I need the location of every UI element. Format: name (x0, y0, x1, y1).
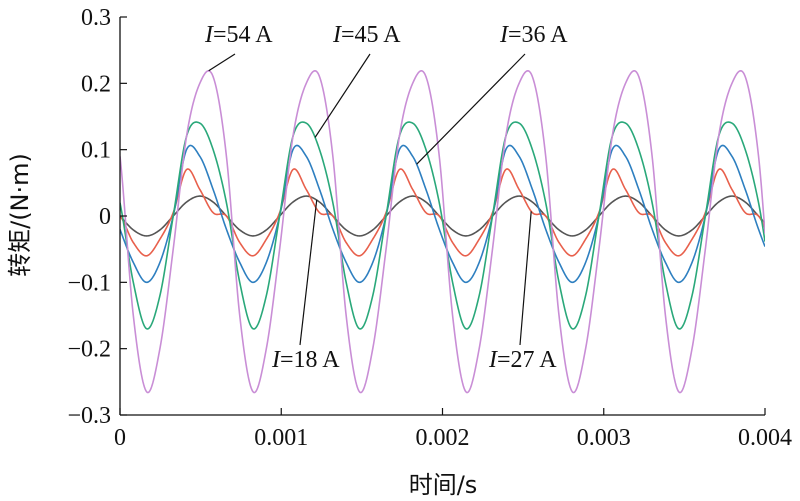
x-tick-label: 0.001 (254, 425, 308, 451)
annotation-label: I=45 A (332, 22, 401, 48)
y-tick-label: −0.1 (67, 270, 111, 296)
x-tick-label: 0.003 (577, 425, 631, 451)
series-layer (120, 69, 765, 394)
annotation-leader (299, 199, 318, 346)
series-line-2 (120, 144, 765, 284)
x-tick-label: 0.002 (416, 425, 470, 451)
annotation-label: I=54 A (204, 22, 273, 48)
axes-layer (119, 17, 765, 416)
annotation-leader (208, 53, 236, 72)
annotation-label: I=27 A (488, 347, 557, 373)
annotation-leader (519, 211, 532, 346)
annotation-label: I=18 A (271, 347, 340, 373)
y-tick-label: 0 (99, 204, 111, 230)
series-line-3 (120, 121, 765, 330)
y-tick-label: −0.3 (67, 403, 111, 429)
x-tick-label: 0 (114, 425, 126, 451)
y-tick-label: 0.2 (81, 71, 111, 97)
y-tick-label: 0.3 (81, 5, 111, 31)
y-tick-label: 0.1 (81, 138, 111, 164)
y-axis-label: 转矩/(N·m) (6, 153, 34, 277)
series-line-4 (120, 69, 765, 394)
annotation-layer: I=54 A I=45 A I=36 A I=18 A I=27 A (204, 22, 568, 373)
ticks-layer: 0.30.20.10−0.1−0.2−0.30 0.001 0.002 0.003 0.… (67, 5, 792, 451)
annotation-leader (314, 53, 371, 138)
y-tick-label: −0.2 (67, 337, 111, 363)
x-axis-label: 时间/s (409, 471, 478, 499)
x-tick-label: 0.004 (738, 425, 792, 451)
annotation-label: I=36 A (499, 22, 568, 48)
annotation-leader (416, 53, 526, 165)
